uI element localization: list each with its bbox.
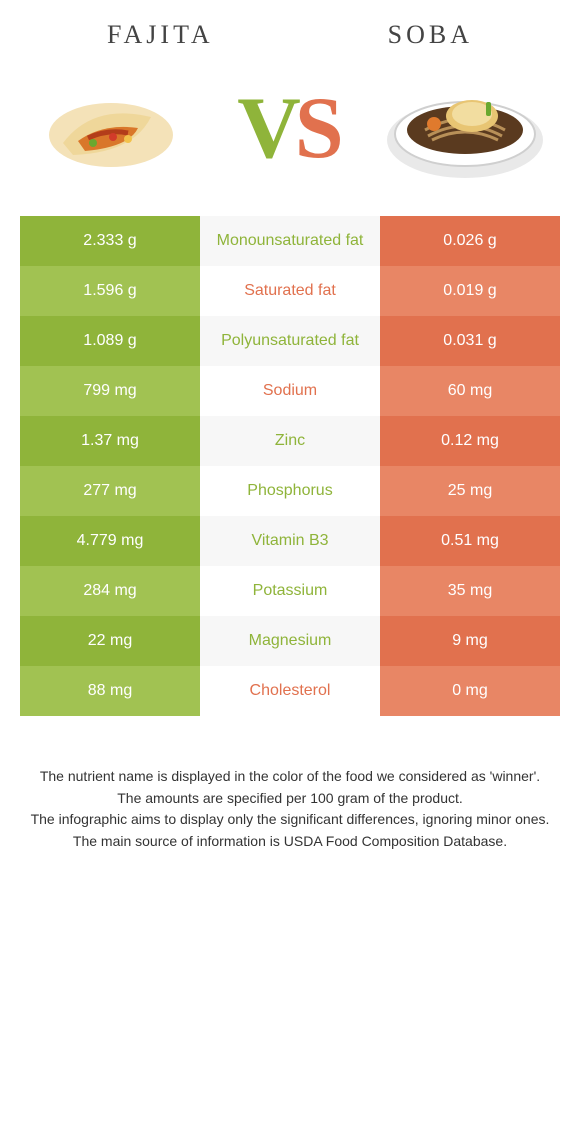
value-right: 0.51 mg bbox=[380, 516, 560, 566]
table-row: 1.089 gPolyunsaturated fat0.031 g bbox=[20, 316, 560, 366]
vs-s: S bbox=[295, 80, 338, 177]
vs-text: VS bbox=[237, 78, 338, 179]
table-row: 4.779 mgVitamin B30.51 mg bbox=[20, 516, 560, 566]
value-left: 1.089 g bbox=[20, 316, 200, 366]
value-right: 9 mg bbox=[380, 616, 560, 666]
value-left: 88 mg bbox=[20, 666, 200, 716]
table-row: 1.596 gSaturated fat0.019 g bbox=[20, 266, 560, 316]
value-right: 0.026 g bbox=[380, 216, 560, 266]
table-row: 799 mgSodium60 mg bbox=[20, 366, 560, 416]
nutrient-label: Vitamin B3 bbox=[200, 516, 380, 566]
value-left: 277 mg bbox=[20, 466, 200, 516]
title-left: FAJITA bbox=[107, 20, 214, 50]
table-row: 1.37 mgZinc0.12 mg bbox=[20, 416, 560, 466]
footer-line: The nutrient name is displayed in the co… bbox=[30, 766, 550, 788]
value-right: 0.019 g bbox=[380, 266, 560, 316]
value-left: 4.779 mg bbox=[20, 516, 200, 566]
table-row: 284 mgPotassium35 mg bbox=[20, 566, 560, 616]
nutrient-label: Saturated fat bbox=[200, 266, 380, 316]
table-row: 2.333 gMonounsaturated fat0.026 g bbox=[20, 216, 560, 266]
nutrient-label: Polyunsaturated fat bbox=[200, 316, 380, 366]
nutrient-label: Zinc bbox=[200, 416, 380, 466]
value-left: 2.333 g bbox=[20, 216, 200, 266]
footer-line: The main source of information is USDA F… bbox=[30, 831, 550, 853]
value-right: 0 mg bbox=[380, 666, 560, 716]
nutrient-label: Phosphorus bbox=[200, 466, 380, 516]
title-right: SOBA bbox=[388, 20, 473, 50]
vs-v: V bbox=[237, 80, 295, 177]
nutrient-label: Magnesium bbox=[200, 616, 380, 666]
nutrient-label: Monounsaturated fat bbox=[200, 216, 380, 266]
table-row: 88 mgCholesterol0 mg bbox=[20, 666, 560, 716]
table-row: 22 mgMagnesium9 mg bbox=[20, 616, 560, 666]
value-right: 0.12 mg bbox=[380, 416, 560, 466]
footer-notes: The nutrient name is displayed in the co… bbox=[20, 766, 560, 853]
value-right: 60 mg bbox=[380, 366, 560, 416]
title-row: FAJITA SOBA bbox=[20, 20, 560, 50]
nutrient-table: 2.333 gMonounsaturated fat0.026 g1.596 g… bbox=[20, 216, 560, 716]
value-right: 35 mg bbox=[380, 566, 560, 616]
value-left: 22 mg bbox=[20, 616, 200, 666]
value-left: 284 mg bbox=[20, 566, 200, 616]
fajita-image bbox=[30, 73, 195, 183]
footer-line: The amounts are specified per 100 gram o… bbox=[30, 788, 550, 810]
infographic: FAJITA SOBA VS bbox=[0, 0, 580, 883]
footer-line: The infographic aims to display only the… bbox=[30, 809, 550, 831]
vs-row: VS bbox=[20, 68, 560, 188]
nutrient-label: Cholesterol bbox=[200, 666, 380, 716]
value-right: 25 mg bbox=[380, 466, 560, 516]
table-row: 277 mgPhosphorus25 mg bbox=[20, 466, 560, 516]
value-right: 0.031 g bbox=[380, 316, 560, 366]
value-left: 1.37 mg bbox=[20, 416, 200, 466]
soba-image bbox=[380, 68, 550, 188]
nutrient-label: Potassium bbox=[200, 566, 380, 616]
value-left: 1.596 g bbox=[20, 266, 200, 316]
nutrient-label: Sodium bbox=[200, 366, 380, 416]
value-left: 799 mg bbox=[20, 366, 200, 416]
